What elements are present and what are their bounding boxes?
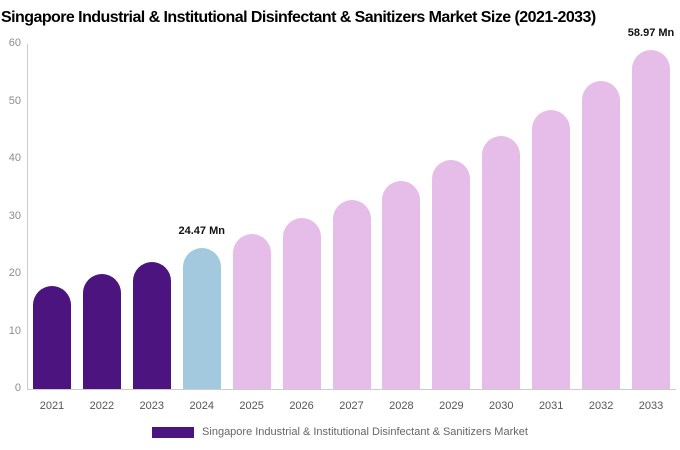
bar-2021[interactable] — [32, 286, 71, 389]
x-tick-label-2033: 2033 — [638, 400, 664, 412]
y-tick-label-10: 10 — [8, 324, 21, 337]
bar-2031[interactable] — [532, 110, 571, 389]
x-tick-label-2022: 2022 — [89, 400, 115, 412]
legend-item[interactable]: Singapore Industrial & Institutional Dis… — [152, 426, 528, 439]
y-tick-label-50: 50 — [8, 94, 21, 107]
bar-2025[interactable] — [232, 233, 271, 389]
bar-2033[interactable] — [632, 49, 671, 389]
value-label-2024: 24.47 Mn — [178, 225, 225, 238]
x-tick-label-2021: 2021 — [39, 400, 65, 412]
x-tick-label-2029: 2029 — [439, 400, 464, 412]
x-tick-label-2027: 2027 — [339, 400, 364, 412]
chart-title: Singapore Industrial & Institutional Dis… — [1, 9, 596, 26]
bar-2022[interactable] — [82, 274, 121, 389]
y-tick-label-40: 40 — [8, 152, 21, 164]
x-tick-label-2028: 2028 — [389, 400, 414, 412]
legend-label: Singapore Industrial & Institutional Dis… — [202, 426, 528, 438]
bar-2030[interactable] — [482, 136, 521, 389]
bar-2027[interactable] — [332, 200, 371, 389]
x-tick-label-2032: 2032 — [588, 400, 614, 412]
value-label-2033: 58.97 Mn — [627, 26, 675, 39]
x-tick-label-2025: 2025 — [239, 400, 264, 412]
y-axis-line — [27, 44, 28, 389]
y-tick-label-20: 20 — [8, 267, 21, 279]
legend-swatch — [152, 427, 195, 438]
x-tick-label-2023: 2023 — [139, 400, 165, 412]
bar-2032[interactable] — [582, 81, 621, 389]
x-tick-label-2026: 2026 — [289, 400, 314, 412]
bar-2023[interactable] — [132, 261, 171, 389]
y-tick-label-30: 30 — [8, 209, 21, 222]
bar-2024[interactable] — [182, 248, 221, 389]
x-tick-label-2024: 2024 — [189, 400, 214, 412]
x-tick-label-2031: 2031 — [538, 400, 564, 412]
bar-2026[interactable] — [282, 217, 321, 389]
x-axis-line — [27, 389, 676, 390]
y-tick-label-0: 0 — [14, 382, 21, 394]
bar-2029[interactable] — [432, 159, 471, 389]
x-tick-label-2030: 2030 — [489, 400, 514, 412]
legend: Singapore Industrial & Institutional Dis… — [0, 426, 680, 439]
y-tick-label-60: 60 — [8, 37, 21, 49]
bar-2028[interactable] — [382, 180, 421, 389]
